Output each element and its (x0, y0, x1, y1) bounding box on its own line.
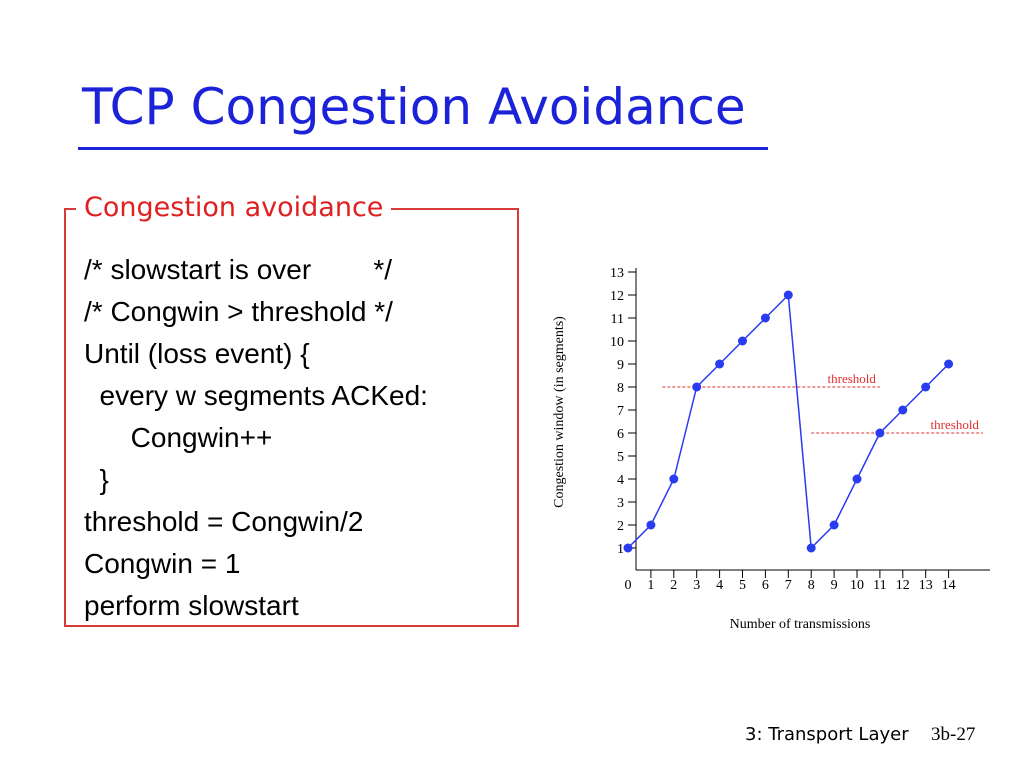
code-line: Congwin = 1 (84, 548, 241, 579)
threshold-label: threshold (931, 417, 980, 432)
code-line: perform slowstart (84, 590, 299, 621)
algorithm-box-title: Congestion avoidance (76, 192, 392, 225)
threshold-lines: threshold threshold (662, 371, 983, 434)
data-point (669, 474, 679, 484)
data-point (898, 405, 908, 415)
code-line: Congwin++ (84, 422, 273, 453)
data-point (852, 474, 862, 484)
y-tick-label: 11 (611, 312, 624, 327)
x-tick-label: 10 (850, 578, 864, 593)
y-tick-label: 5 (617, 450, 624, 465)
data-point (646, 520, 656, 530)
y-tick-label: 3 (617, 496, 624, 511)
title-underline (78, 147, 768, 150)
data-point (875, 428, 885, 438)
x-tick-label: 3 (693, 578, 700, 593)
x-tick-label: 9 (831, 578, 838, 593)
x-tick-label: 7 (785, 578, 792, 593)
x-axis-label: Number of transmissions (730, 617, 871, 632)
code-line: every w segments ACKed: (84, 380, 428, 411)
code-line: } (84, 464, 109, 495)
x-tick-label: 6 (762, 578, 769, 593)
y-tick-label: 4 (617, 473, 624, 488)
y-tick-label: 12 (610, 289, 624, 304)
data-point (760, 313, 770, 323)
x-tick-label: 1 (647, 578, 654, 593)
y-tick-label: 6 (617, 427, 624, 442)
y-tick-label: 8 (617, 381, 624, 396)
data-point (783, 290, 793, 300)
y-tick-label: 1 (617, 542, 624, 557)
data-point (692, 382, 702, 392)
x-tick-label: 12 (896, 578, 910, 593)
footer-section-label: 3: Transport Layer (745, 724, 909, 745)
algorithm-code: /* slowstart is over */ /* Congwin > thr… (84, 249, 428, 627)
y-tick-label: 7 (617, 404, 624, 419)
data-point (921, 382, 931, 392)
y-tick-label: 10 (610, 335, 624, 350)
footer-page-number: 3b-27 (931, 724, 976, 745)
data-point (829, 520, 839, 530)
threshold-label: threshold (828, 371, 877, 386)
code-line: Until (loss event) { (84, 338, 310, 369)
y-axis-label: Congestion window (in segments) (552, 316, 567, 508)
data-point (623, 543, 633, 553)
code-line: threshold = Congwin/2 (84, 506, 364, 537)
x-tick-label: 5 (739, 578, 746, 593)
data-point (715, 359, 725, 369)
x-tick-label: 4 (716, 578, 723, 593)
data-point (738, 336, 747, 346)
x-tick-label: 13 (919, 578, 933, 593)
code-line: /* slowstart is over */ (84, 254, 393, 285)
x-tick-label: 8 (808, 578, 815, 593)
chart-series (623, 290, 954, 553)
y-tick-label: 9 (617, 358, 624, 373)
data-point (944, 359, 954, 369)
x-tick-label: 2 (670, 578, 677, 593)
slide-title: TCP Congestion Avoidance (82, 78, 746, 136)
y-tick-label: 2 (617, 519, 624, 534)
series-line (627, 293, 950, 550)
code-line: /* Congwin > threshold */ (84, 296, 393, 327)
x-tick-label: 0 (625, 578, 632, 593)
data-point (806, 543, 816, 553)
x-tick-label: 14 (942, 578, 956, 593)
y-tick-label: 13 (610, 266, 624, 281)
x-tick-label: 11 (873, 578, 886, 593)
